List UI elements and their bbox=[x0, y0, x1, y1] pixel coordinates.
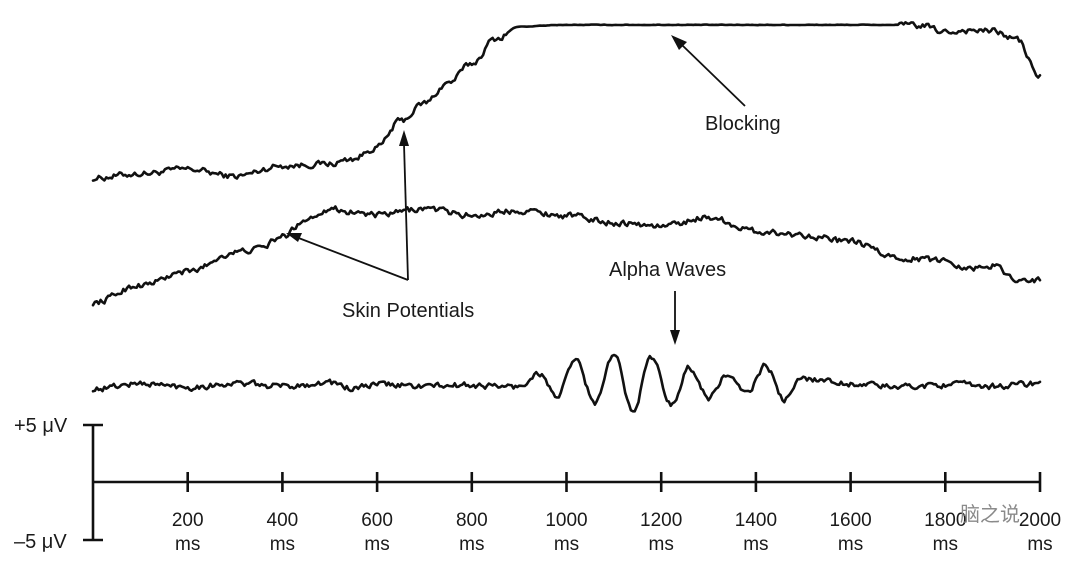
x-tick-unit: ms bbox=[270, 534, 295, 555]
alpha-waves-label: Alpha Waves bbox=[609, 259, 726, 281]
x-tick-unit: ms bbox=[459, 534, 484, 555]
x-tick-label: 800 bbox=[456, 510, 488, 531]
skin-potentials-arrowhead-up bbox=[399, 130, 409, 146]
trace-bottom bbox=[91, 353, 1042, 413]
x-tick-label: 1800 bbox=[924, 510, 966, 531]
x-tick-label: 1000 bbox=[545, 510, 587, 531]
tick-group: 200 ms 400 ms 600 ms 800 ms 1000 ms 1200 ms 1400 ms 16… bbox=[172, 472, 1061, 555]
x-tick-unit: ms bbox=[838, 534, 863, 555]
trace-top bbox=[91, 21, 1042, 182]
trace-middle bbox=[91, 205, 1042, 307]
blocking-label: Blocking bbox=[705, 113, 781, 135]
x-tick-unit: ms bbox=[649, 534, 674, 555]
skin-potentials-label: Skin Potentials bbox=[342, 300, 474, 322]
x-tick-label: 1200 bbox=[640, 510, 682, 531]
x-tick-unit: ms bbox=[175, 534, 200, 555]
watermark-text: 脑之说 bbox=[960, 502, 1020, 526]
x-tick-unit: ms bbox=[554, 534, 579, 555]
alpha-waves-arrowhead bbox=[670, 330, 680, 345]
x-tick-label: 400 bbox=[267, 510, 299, 531]
x-tick-label: 200 bbox=[172, 510, 204, 531]
skin-potentials-arrow-up bbox=[403, 143, 409, 281]
x-tick-label: 2000 bbox=[1019, 510, 1061, 531]
x-tick-unit: ms bbox=[1027, 534, 1052, 555]
x-tick-unit: ms bbox=[933, 534, 958, 555]
x-tick-label: 600 bbox=[361, 510, 393, 531]
voltage-scale-bar: +5 μV –5 μV bbox=[14, 415, 103, 553]
skin-potentials-arrow-left bbox=[295, 236, 409, 281]
blocking-arrow bbox=[681, 44, 746, 107]
trace-group bbox=[91, 21, 1042, 413]
x-tick-label: 1600 bbox=[829, 510, 871, 531]
x-tick-label: 1400 bbox=[735, 510, 777, 531]
time-axis: 200 ms 400 ms 600 ms 800 ms 1000 ms 1200 ms 1400 ms 16… bbox=[93, 472, 1061, 555]
scale-label-minus: –5 μV bbox=[14, 531, 67, 553]
skin-potentials-arrowhead-left bbox=[286, 233, 302, 242]
scale-label-plus: +5 μV bbox=[14, 415, 68, 437]
annotation-alpha-waves: Alpha Waves bbox=[609, 259, 726, 345]
annotation-skin-potentials: Skin Potentials bbox=[286, 130, 474, 322]
annotation-blocking: Blocking bbox=[671, 35, 781, 135]
blocking-arrowhead bbox=[671, 35, 687, 50]
x-tick-unit: ms bbox=[743, 534, 768, 555]
x-tick-unit: ms bbox=[364, 534, 389, 555]
